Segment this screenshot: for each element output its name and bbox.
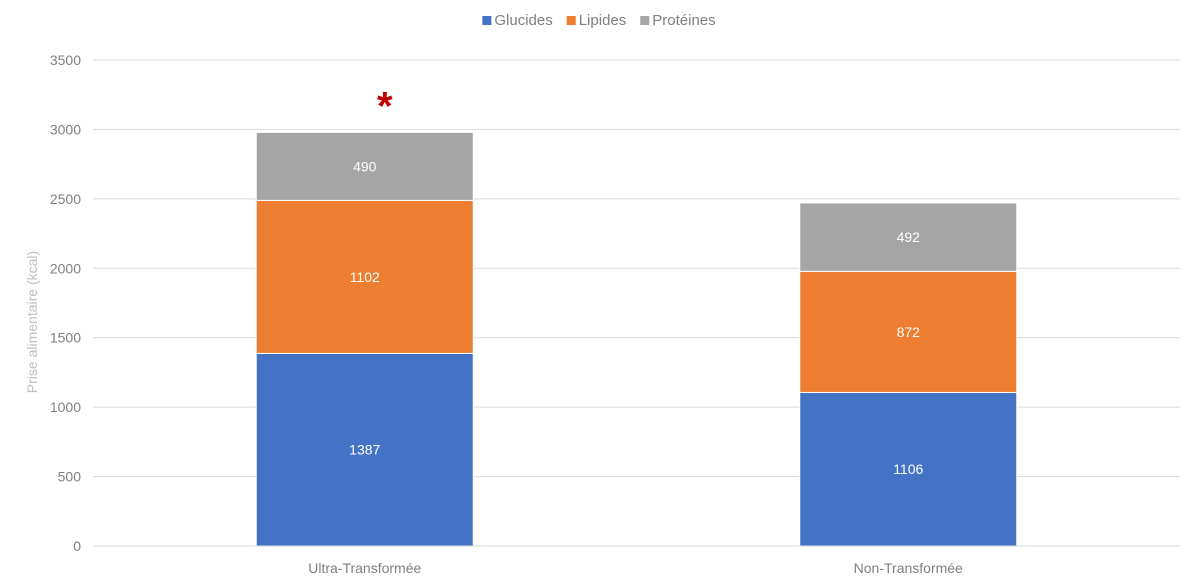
data-label: 1387 (349, 442, 380, 458)
x-category-label: Ultra-Transformée (308, 560, 421, 576)
y-tick-label: 1500 (50, 330, 81, 346)
legend-swatch-lipides (566, 16, 576, 25)
y-tick-label: 2000 (50, 260, 81, 276)
bars (255, 131, 1018, 547)
y-tick-label: 0 (73, 538, 81, 554)
x-category-label: Non-Transformée (854, 560, 963, 576)
legend-label: Protéines (652, 12, 715, 29)
legend-swatch-glucides (482, 16, 492, 25)
bar-lipides-0 (255, 199, 474, 354)
bar-glucides-1 (799, 391, 1018, 547)
y-tick-label: 1000 (50, 399, 81, 415)
annotations: * (377, 84, 393, 128)
y-tick-label: 3500 (50, 52, 81, 68)
legend-label: Glucides (494, 12, 552, 29)
data-label: 490 (353, 158, 377, 174)
data-label: 872 (897, 324, 921, 340)
y-tick-label: 2500 (50, 191, 81, 207)
data-label: 492 (897, 229, 921, 245)
y-tick-label: 3000 (50, 121, 81, 137)
data-label: 1106 (893, 461, 923, 477)
data-labels: 1387 1102 490 1106 872 492 (349, 158, 923, 477)
bar-protéines-1 (799, 202, 1018, 272)
bar-lipides-1 (799, 270, 1018, 393)
x-axis-categories: Ultra-Transformée Non-Transformée (308, 560, 963, 576)
y-axis-ticks: 0 500 1000 1500 2000 2500 3000 3500 (50, 52, 81, 554)
bar-protéines-0 (255, 131, 474, 201)
significance-star: * (377, 84, 393, 128)
legend-label: Lipides (579, 12, 627, 29)
legend-swatch-protéines (640, 16, 650, 25)
data-label: 1102 (350, 269, 380, 285)
y-tick-label: 500 (58, 469, 82, 485)
y-axis-title: Prise alimentaire (kcal) (24, 251, 40, 393)
legend: Glucides Lipides Protéines (482, 12, 716, 29)
